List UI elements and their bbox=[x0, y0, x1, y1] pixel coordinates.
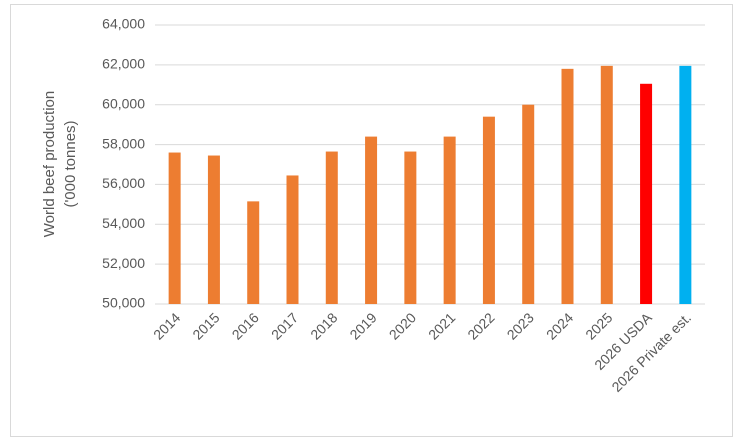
bar bbox=[247, 201, 260, 304]
y-axis-label: World beef production ('000 tonnes) bbox=[41, 91, 79, 237]
bar bbox=[600, 65, 613, 304]
y-axis-label-line: ('000 tonnes) bbox=[62, 120, 79, 207]
y-axis-label-line: World beef production bbox=[41, 91, 58, 237]
bar bbox=[640, 83, 653, 305]
bar bbox=[325, 151, 338, 304]
y-tick-label: 56,000 bbox=[102, 175, 145, 191]
bar bbox=[286, 175, 299, 304]
y-tick-label: 52,000 bbox=[102, 255, 145, 271]
bar bbox=[404, 151, 417, 304]
y-tick-label: 60,000 bbox=[102, 95, 145, 111]
y-tick-label: 50,000 bbox=[102, 295, 145, 311]
y-tick-label: 62,000 bbox=[102, 56, 145, 72]
y-tick-label: 64,000 bbox=[102, 16, 145, 32]
bar bbox=[365, 136, 378, 304]
bar bbox=[522, 104, 535, 304]
bar bbox=[168, 152, 181, 304]
y-tick-label: 54,000 bbox=[102, 215, 145, 231]
bar bbox=[482, 116, 495, 305]
bar bbox=[207, 155, 220, 304]
bar bbox=[679, 65, 692, 304]
bar bbox=[443, 136, 456, 304]
y-tick-label: 58,000 bbox=[102, 135, 145, 151]
bar bbox=[561, 68, 574, 304]
